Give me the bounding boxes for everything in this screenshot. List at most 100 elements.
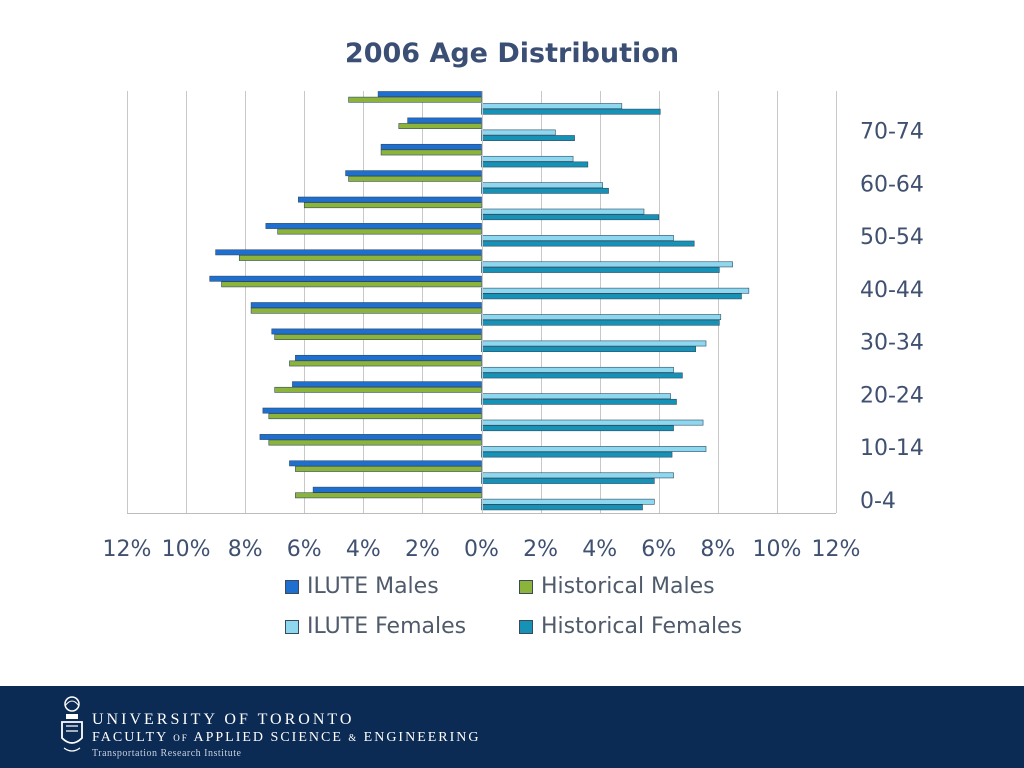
bar-ilute-males-50-54 [265,223,482,229]
bar-ilute-males-45-49 [215,249,482,256]
bar-ilute-males-65-69 [380,143,482,150]
bar-historical-females-70-74 [481,135,575,141]
legend-label-historical-males: Historical Males [541,574,715,599]
legend-label-ilute-males: ILUTE Males [307,574,439,599]
bar-historical-males-0-4 [295,492,482,499]
bar-historical-males-60-64 [348,175,482,182]
x-tick-label-8: 4% [582,537,617,560]
bar-historical-females-25-29 [481,372,683,379]
bar-ilute-males-75+ [377,91,482,97]
bar-historical-males-50-54 [277,228,482,235]
bar-ilute-females-35-39 [481,314,722,320]
x-tick-label-3: 6% [287,537,322,560]
bar-historical-females-40-44 [481,293,742,300]
bar-ilute-males-40-44 [209,275,482,282]
bar-ilute-males-70-74 [407,117,482,124]
bar-historical-females-50-54 [481,240,695,247]
bar-historical-males-10-14 [268,439,482,446]
legend-swatch-ilute-females [285,619,299,634]
bar-ilute-females-5-9 [481,472,674,479]
bar-historical-females-75+ [481,108,661,115]
bar-historical-females-0-4 [481,504,643,511]
footer-faculty-name: FACULTY OF APPLIED SCIENCE & ENGINEERING [92,730,481,746]
legend-item-ilute-females: ILUTE Females [285,614,466,639]
bar-historical-males-40-44 [221,281,482,288]
footer-institute-name: Transportation Research Institute [92,748,242,759]
bar-historical-females-60-64 [481,187,609,194]
bar-historical-males-65-69 [380,149,482,156]
x-tick-label-9: 6% [641,537,676,560]
bar-ilute-males-55-59 [298,196,482,203]
footer-banner: UNIVERSITY OF TORONTO FACULTY OF APPLIED… [0,686,1024,768]
x-tick-label-6: 0% [464,537,499,560]
y-category-label-30-34: 30-34 [860,331,924,356]
footer-faculty-word: FACULTY [92,730,168,745]
bar-historical-males-75+ [348,96,482,103]
bar-ilute-females-60-64 [481,182,603,189]
bar-ilute-females-30-34 [481,340,707,347]
x-tick-label-12: 12% [812,537,861,560]
y-category-label-20-24: 20-24 [860,383,924,408]
chart-title: 2006 Age Distribution [344,38,680,69]
bar-historical-females-45-49 [481,267,720,273]
bar-ilute-males-5-9 [289,460,482,467]
bar-ilute-females-40-44 [481,287,750,294]
bar-historical-females-55-59 [481,214,660,221]
bar-ilute-males-0-4 [312,486,482,493]
bar-historical-females-5-9 [481,478,655,484]
bar-historical-males-35-39 [250,307,482,314]
footer-ampersand: & [348,733,359,744]
bar-historical-females-10-14 [481,451,673,458]
bar-ilute-males-15-19 [262,407,482,414]
y-category-label-50-54: 50-54 [860,225,924,250]
y-category-label-40-44: 40-44 [860,278,924,303]
bar-historical-females-15-19 [481,425,674,432]
bar-ilute-males-25-29 [295,354,482,361]
bar-historical-males-30-34 [274,334,482,340]
x-tick-label-4: 4% [346,537,381,560]
bar-ilute-females-50-54 [481,235,674,241]
bar-historical-females-20-24 [481,398,677,405]
bar-ilute-females-20-24 [481,393,671,400]
bar-historical-females-30-34 [481,346,696,352]
bar-ilute-females-65-69 [481,155,574,162]
legend-swatch-ilute-males [285,579,299,594]
bar-historical-males-5-9 [295,466,482,472]
bar-ilute-females-45-49 [481,261,733,268]
footer-engineering: ENGINEERING [363,730,481,745]
bar-ilute-females-70-74 [481,129,556,136]
bar-ilute-males-20-24 [292,381,482,388]
x-tick-label-7: 2% [523,537,558,560]
y-category-label-70-74: 70-74 [860,120,924,145]
x-tick-label-10: 8% [700,537,735,560]
x-tick-label-1: 10% [162,537,211,560]
bar-ilute-females-55-59 [481,208,645,215]
bar-historical-males-20-24 [274,386,482,393]
legend-item-ilute-males: ILUTE Males [285,574,439,599]
bar-historical-males-45-49 [238,255,482,261]
legend-label-historical-females: Historical Females [541,614,743,639]
bar-ilute-females-15-19 [481,419,704,426]
bar-historical-females-65-69 [481,161,589,168]
bar-historical-males-25-29 [289,360,482,367]
bar-ilute-females-10-14 [481,446,707,452]
legend-swatch-historical-females [519,619,533,634]
legend-item-historical-females: Historical Females [519,614,742,639]
y-category-label-10-14: 10-14 [860,436,924,461]
footer-of-word: OF [173,733,189,743]
bar-historical-males-55-59 [303,202,482,209]
legend-swatch-historical-males [519,579,533,594]
university-crest-icon [61,696,83,752]
bar-historical-males-70-74 [398,123,482,129]
x-tick-label-5: 2% [405,537,440,560]
y-category-label-0-4: 0-4 [860,489,896,514]
bar-ilute-males-30-34 [271,328,482,335]
bar-ilute-males-60-64 [345,170,482,177]
bar-ilute-females-0-4 [481,498,655,505]
legend-item-historical-males: Historical Males [519,574,715,599]
bar-ilute-males-10-14 [259,434,482,440]
bar-historical-males-15-19 [268,413,482,420]
bar-historical-females-35-39 [481,319,720,326]
x-tick-label-11: 10% [752,537,801,560]
y-category-label-60-64: 60-64 [860,172,924,197]
